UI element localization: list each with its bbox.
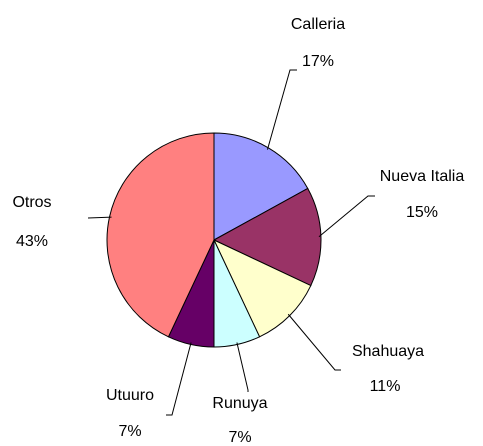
slice-label: Nueva Italia bbox=[380, 168, 465, 185]
leader-line bbox=[266, 69, 297, 150]
slice-value-label: 7% bbox=[228, 429, 251, 446]
slice-label: Utuuro bbox=[106, 387, 154, 404]
pie-slice bbox=[106, 132, 215, 338]
slice-value-label: 17% bbox=[302, 53, 334, 70]
leader-line bbox=[87, 216, 112, 219]
leader-line bbox=[236, 342, 249, 392]
pie-slice bbox=[212, 187, 322, 287]
slice-label: Otros bbox=[12, 194, 51, 211]
pie-slice bbox=[213, 132, 309, 241]
slice-value-label: 11% bbox=[370, 378, 401, 395]
slice-label: Runuya bbox=[212, 395, 267, 412]
leader-line bbox=[318, 195, 375, 238]
slice-label: Shahuaya bbox=[352, 343, 424, 360]
slice-value-label: 15% bbox=[406, 204, 438, 221]
leader-line bbox=[287, 313, 341, 371]
slice-label: Calleria bbox=[291, 16, 345, 33]
slice-value-label: 7% bbox=[118, 423, 141, 440]
slice-value-label: 43% bbox=[16, 233, 48, 250]
leader-line bbox=[166, 342, 192, 416]
